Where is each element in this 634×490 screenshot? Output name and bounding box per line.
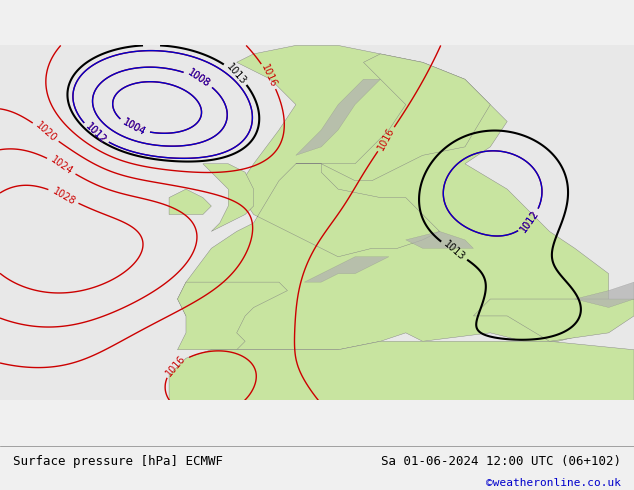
- Text: 1013: 1013: [441, 239, 467, 263]
- Text: Sa 01-06-2024 12:00 UTC (06+102): Sa 01-06-2024 12:00 UTC (06+102): [381, 455, 621, 468]
- Polygon shape: [169, 189, 211, 215]
- Text: 1004: 1004: [120, 117, 147, 138]
- Polygon shape: [575, 282, 634, 308]
- Polygon shape: [178, 46, 609, 350]
- Text: 1013: 1013: [224, 61, 248, 86]
- Text: Surface pressure [hPa] ECMWF: Surface pressure [hPa] ECMWF: [13, 455, 223, 468]
- Polygon shape: [296, 79, 380, 155]
- Text: 1020: 1020: [33, 120, 58, 144]
- Polygon shape: [203, 164, 254, 231]
- Polygon shape: [169, 342, 634, 400]
- Text: ©weatheronline.co.uk: ©weatheronline.co.uk: [486, 478, 621, 489]
- Polygon shape: [304, 257, 389, 282]
- Text: 1012: 1012: [83, 121, 108, 146]
- Text: 1008: 1008: [186, 68, 212, 90]
- Polygon shape: [296, 54, 490, 181]
- Polygon shape: [406, 231, 474, 248]
- Text: 1028: 1028: [51, 186, 77, 207]
- Text: 1016: 1016: [259, 63, 279, 90]
- Text: 1024: 1024: [49, 155, 74, 177]
- Text: 1012: 1012: [519, 208, 541, 234]
- Text: 1012: 1012: [519, 208, 541, 234]
- Polygon shape: [474, 299, 634, 342]
- Text: 1016: 1016: [376, 126, 396, 152]
- Text: 1016: 1016: [164, 353, 188, 379]
- Text: 1008: 1008: [186, 68, 212, 90]
- Text: 1012: 1012: [83, 121, 108, 146]
- Text: 1004: 1004: [120, 117, 147, 138]
- Polygon shape: [178, 282, 287, 350]
